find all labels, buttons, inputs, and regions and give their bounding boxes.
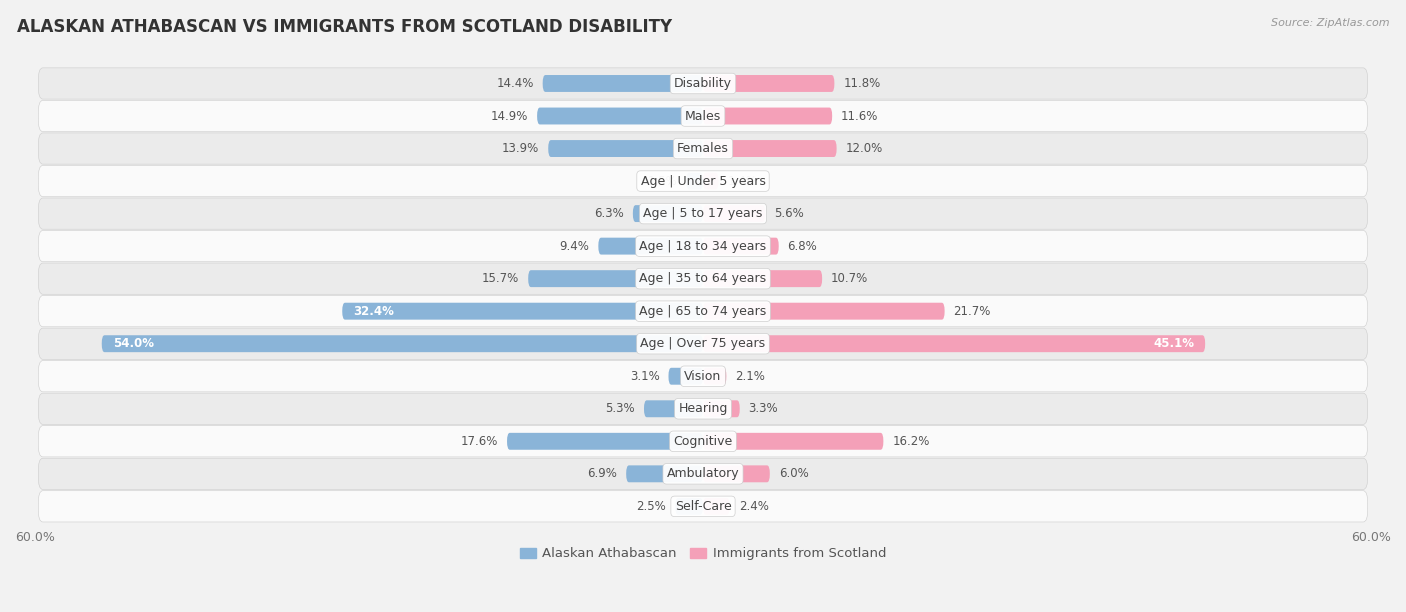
FancyBboxPatch shape — [703, 237, 779, 255]
FancyBboxPatch shape — [703, 75, 834, 92]
FancyBboxPatch shape — [626, 465, 703, 482]
Text: 10.7%: 10.7% — [831, 272, 869, 285]
Text: 6.3%: 6.3% — [595, 207, 624, 220]
FancyBboxPatch shape — [703, 465, 770, 482]
Text: Hearing: Hearing — [678, 402, 728, 416]
Text: Source: ZipAtlas.com: Source: ZipAtlas.com — [1271, 18, 1389, 28]
FancyBboxPatch shape — [38, 198, 1368, 230]
Text: Cognitive: Cognitive — [673, 435, 733, 448]
FancyBboxPatch shape — [38, 426, 1368, 457]
Text: 15.7%: 15.7% — [482, 272, 519, 285]
Text: Females: Females — [678, 142, 728, 155]
Text: 3.3%: 3.3% — [748, 402, 779, 416]
Text: 12.0%: 12.0% — [845, 142, 883, 155]
FancyBboxPatch shape — [38, 100, 1368, 132]
FancyBboxPatch shape — [668, 368, 703, 385]
FancyBboxPatch shape — [675, 498, 703, 515]
FancyBboxPatch shape — [38, 458, 1368, 490]
FancyBboxPatch shape — [342, 303, 703, 319]
Text: 17.6%: 17.6% — [461, 435, 498, 448]
Text: Self-Care: Self-Care — [675, 500, 731, 513]
FancyBboxPatch shape — [703, 108, 832, 124]
Text: 1.5%: 1.5% — [648, 174, 678, 187]
FancyBboxPatch shape — [633, 205, 703, 222]
Text: 13.9%: 13.9% — [502, 142, 540, 155]
Text: Age | 5 to 17 years: Age | 5 to 17 years — [644, 207, 762, 220]
FancyBboxPatch shape — [38, 328, 1368, 359]
FancyBboxPatch shape — [686, 173, 703, 190]
Text: Age | Under 5 years: Age | Under 5 years — [641, 174, 765, 187]
FancyBboxPatch shape — [38, 231, 1368, 262]
FancyBboxPatch shape — [101, 335, 703, 352]
FancyBboxPatch shape — [38, 393, 1368, 424]
Text: 54.0%: 54.0% — [112, 337, 153, 350]
Text: 5.6%: 5.6% — [775, 207, 804, 220]
Text: Males: Males — [685, 110, 721, 122]
FancyBboxPatch shape — [703, 368, 727, 385]
Text: 6.8%: 6.8% — [787, 240, 817, 253]
Text: 3.1%: 3.1% — [630, 370, 659, 382]
FancyBboxPatch shape — [38, 296, 1368, 327]
Text: 6.9%: 6.9% — [588, 468, 617, 480]
Text: Disability: Disability — [673, 77, 733, 90]
Text: Age | 65 to 74 years: Age | 65 to 74 years — [640, 305, 766, 318]
FancyBboxPatch shape — [38, 263, 1368, 294]
Text: 9.4%: 9.4% — [560, 240, 589, 253]
Text: Age | 35 to 64 years: Age | 35 to 64 years — [640, 272, 766, 285]
FancyBboxPatch shape — [703, 140, 837, 157]
FancyBboxPatch shape — [703, 205, 765, 222]
FancyBboxPatch shape — [703, 400, 740, 417]
FancyBboxPatch shape — [543, 75, 703, 92]
Text: 32.4%: 32.4% — [353, 305, 394, 318]
Text: ALASKAN ATHABASCAN VS IMMIGRANTS FROM SCOTLAND DISABILITY: ALASKAN ATHABASCAN VS IMMIGRANTS FROM SC… — [17, 18, 672, 36]
Text: 2.4%: 2.4% — [738, 500, 769, 513]
FancyBboxPatch shape — [703, 173, 718, 190]
FancyBboxPatch shape — [599, 237, 703, 255]
Text: 11.8%: 11.8% — [844, 77, 880, 90]
Text: Age | Over 75 years: Age | Over 75 years — [641, 337, 765, 350]
FancyBboxPatch shape — [38, 165, 1368, 196]
FancyBboxPatch shape — [703, 335, 1205, 352]
FancyBboxPatch shape — [703, 270, 823, 287]
Text: 5.3%: 5.3% — [606, 402, 636, 416]
FancyBboxPatch shape — [703, 303, 945, 319]
Text: 21.7%: 21.7% — [953, 305, 991, 318]
Text: 14.9%: 14.9% — [491, 110, 529, 122]
Text: 2.1%: 2.1% — [735, 370, 765, 382]
FancyBboxPatch shape — [38, 133, 1368, 164]
FancyBboxPatch shape — [703, 498, 730, 515]
Legend: Alaskan Athabascan, Immigrants from Scotland: Alaskan Athabascan, Immigrants from Scot… — [515, 542, 891, 565]
Text: 1.4%: 1.4% — [727, 174, 758, 187]
FancyBboxPatch shape — [537, 108, 703, 124]
Text: Vision: Vision — [685, 370, 721, 382]
FancyBboxPatch shape — [548, 140, 703, 157]
FancyBboxPatch shape — [703, 433, 883, 450]
Text: 2.5%: 2.5% — [637, 500, 666, 513]
FancyBboxPatch shape — [529, 270, 703, 287]
FancyBboxPatch shape — [38, 360, 1368, 392]
Text: 45.1%: 45.1% — [1153, 337, 1194, 350]
Text: 11.6%: 11.6% — [841, 110, 879, 122]
FancyBboxPatch shape — [38, 491, 1368, 522]
FancyBboxPatch shape — [38, 68, 1368, 99]
Text: 14.4%: 14.4% — [496, 77, 534, 90]
Text: 6.0%: 6.0% — [779, 468, 808, 480]
Text: 16.2%: 16.2% — [893, 435, 929, 448]
Text: Ambulatory: Ambulatory — [666, 468, 740, 480]
FancyBboxPatch shape — [644, 400, 703, 417]
FancyBboxPatch shape — [508, 433, 703, 450]
Text: Age | 18 to 34 years: Age | 18 to 34 years — [640, 240, 766, 253]
